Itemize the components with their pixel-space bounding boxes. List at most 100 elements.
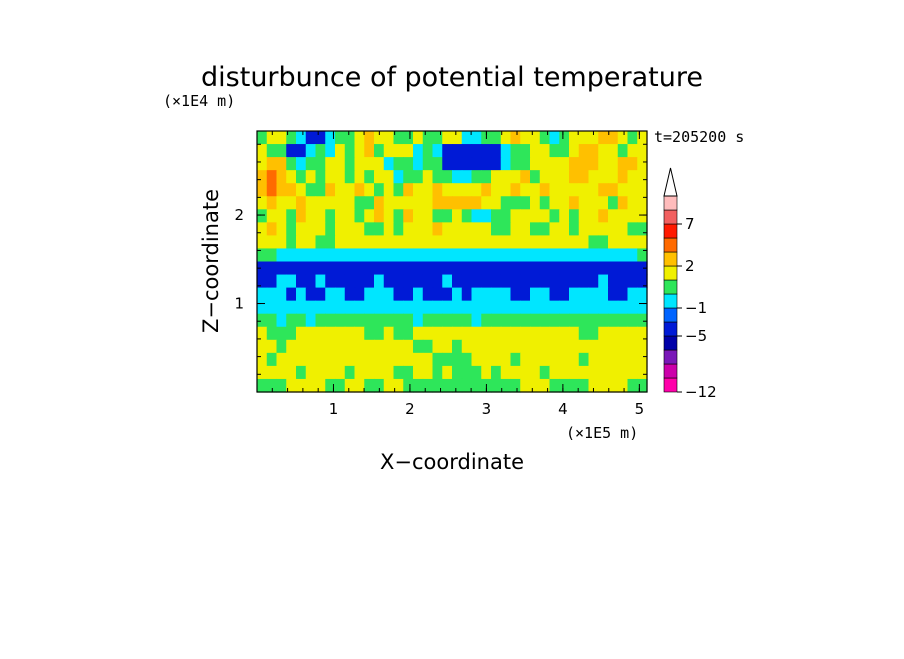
heatmap-cell bbox=[422, 287, 434, 302]
heatmap-cell bbox=[452, 144, 463, 158]
heatmap-cell bbox=[637, 274, 648, 289]
heatmap-cell bbox=[637, 287, 648, 302]
heatmap-cell bbox=[354, 378, 365, 393]
heatmap-cell bbox=[500, 274, 512, 289]
heatmap-cell bbox=[520, 339, 531, 354]
heatmap-cell bbox=[422, 274, 434, 289]
heatmap-cell bbox=[500, 365, 512, 380]
heatmap-cell bbox=[364, 183, 375, 197]
heatmap-cell bbox=[374, 222, 385, 236]
heatmap-cell bbox=[549, 209, 560, 223]
heatmap-cell bbox=[461, 261, 473, 276]
heatmap-cell bbox=[627, 209, 638, 223]
heatmap-cell bbox=[608, 326, 619, 341]
heatmap-cell bbox=[315, 157, 326, 171]
heatmap-cell bbox=[569, 365, 580, 380]
heatmap-cell bbox=[305, 196, 317, 210]
heatmap-cell bbox=[354, 339, 365, 354]
heatmap-cell bbox=[578, 209, 590, 223]
heatmap-cell bbox=[315, 248, 326, 263]
heatmap-cell bbox=[491, 183, 502, 197]
heatmap-cell bbox=[461, 183, 473, 197]
heatmap-cell bbox=[296, 274, 307, 289]
heatmap-cell bbox=[432, 170, 443, 184]
heatmap-cell bbox=[598, 261, 609, 276]
heatmap-cell bbox=[276, 261, 287, 276]
heatmap-cell bbox=[276, 235, 287, 250]
heatmap-cell bbox=[257, 235, 268, 250]
heatmap-cell bbox=[471, 131, 482, 145]
heatmap-cell bbox=[325, 378, 336, 393]
heatmap-cell bbox=[461, 378, 473, 393]
heatmap-cell bbox=[403, 326, 414, 341]
heatmap-cell bbox=[530, 287, 541, 302]
heatmap-cell bbox=[335, 300, 346, 315]
heatmap-cell bbox=[257, 300, 268, 315]
heatmap-cell bbox=[637, 339, 648, 354]
heatmap-cell bbox=[383, 378, 395, 393]
heatmap-cell bbox=[315, 261, 326, 276]
heatmap-cell bbox=[617, 287, 629, 302]
heatmap-cell bbox=[481, 326, 492, 341]
colorbar-overflow-arrow bbox=[663, 167, 678, 197]
heatmap-cell bbox=[549, 131, 560, 145]
heatmap-cell bbox=[510, 300, 521, 315]
heatmap-cell bbox=[510, 339, 521, 354]
heatmap-cell bbox=[266, 378, 278, 393]
heatmap-cell bbox=[364, 313, 375, 328]
heatmap-cell bbox=[598, 313, 609, 328]
heatmap-cell bbox=[432, 274, 443, 289]
colorbar-tick-label: −12 bbox=[685, 383, 717, 401]
heatmap-cell bbox=[257, 261, 268, 276]
heatmap-cell bbox=[305, 209, 317, 223]
heatmap-cell bbox=[413, 378, 424, 393]
heatmap-cell bbox=[364, 170, 375, 184]
heatmap-cell bbox=[481, 248, 492, 263]
heatmap-cell bbox=[344, 183, 356, 197]
heatmap-cell bbox=[315, 170, 326, 184]
heatmap-cell bbox=[266, 157, 278, 171]
heatmap-cell bbox=[344, 170, 356, 184]
heatmap-cell bbox=[588, 196, 599, 210]
heatmap-cell bbox=[520, 378, 531, 393]
heatmap-cell bbox=[266, 365, 278, 380]
heatmap-cell bbox=[627, 170, 638, 184]
heatmap-cell bbox=[374, 326, 385, 341]
heatmap-cell bbox=[432, 131, 443, 145]
heatmap-cell bbox=[335, 287, 346, 302]
heatmap-cell bbox=[315, 287, 326, 302]
heatmap-cell bbox=[461, 235, 473, 250]
heatmap-cell bbox=[559, 196, 570, 210]
heatmap-cell bbox=[452, 274, 463, 289]
heatmap-cell bbox=[452, 313, 463, 328]
heatmap-cell bbox=[393, 131, 404, 145]
heatmap-cell bbox=[296, 170, 307, 184]
heatmap-cell bbox=[578, 248, 590, 263]
heatmap-cell bbox=[315, 313, 326, 328]
heatmap-cell bbox=[403, 248, 414, 263]
heatmap-cell bbox=[374, 235, 385, 250]
heatmap-cell bbox=[364, 300, 375, 315]
heatmap-cell bbox=[413, 157, 424, 171]
heatmap-cell bbox=[315, 196, 326, 210]
heatmap-cell bbox=[315, 144, 326, 158]
heatmap-cell bbox=[452, 326, 463, 341]
heatmap-cell bbox=[461, 196, 473, 210]
colorbar-swatch bbox=[663, 265, 678, 281]
heatmap-cell bbox=[257, 183, 268, 197]
heatmap-cell bbox=[598, 183, 609, 197]
heatmap-cell bbox=[491, 144, 502, 158]
heatmap-cell bbox=[296, 339, 307, 354]
heatmap-cell bbox=[530, 157, 541, 171]
heatmap-cell bbox=[520, 248, 531, 263]
heatmap-cell bbox=[296, 222, 307, 236]
heatmap-cell bbox=[374, 170, 385, 184]
heatmap-cell bbox=[325, 313, 336, 328]
heatmap-cell bbox=[383, 261, 395, 276]
heatmap-cell bbox=[588, 300, 599, 315]
heatmap-cell bbox=[335, 365, 346, 380]
heatmap-cell bbox=[588, 131, 599, 145]
heatmap-cell bbox=[627, 235, 638, 250]
heatmap-cell bbox=[500, 170, 512, 184]
